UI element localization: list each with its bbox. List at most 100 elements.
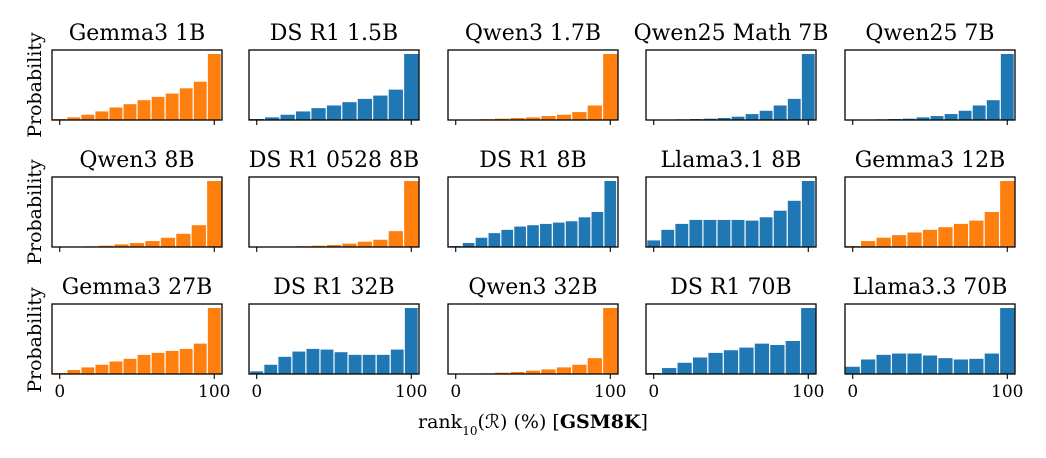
bar: [151, 352, 165, 374]
panel-6: Qwen3 8B: [51, 148, 223, 252]
bar: [207, 54, 221, 120]
bar: [944, 114, 958, 120]
bar: [661, 229, 675, 247]
bar: [587, 358, 602, 374]
bar: [785, 341, 800, 374]
bar: [938, 358, 953, 374]
bar: [145, 241, 160, 247]
bar: [565, 221, 578, 247]
panel-11: Gemma3 27B 0 100: [51, 275, 230, 402]
bar: [95, 364, 109, 374]
panel-9: Llama3.1 8B: [645, 148, 817, 252]
panel-1: Gemma3 1B: [51, 21, 223, 125]
axes-frame: [447, 49, 619, 121]
bar: [527, 225, 539, 247]
panel-title: DS R1 1.5B: [270, 21, 398, 46]
bar: [675, 223, 689, 247]
bar: [207, 308, 221, 374]
bar: [81, 114, 95, 120]
bar: [953, 223, 969, 247]
bar: [320, 349, 334, 374]
panel-5: Qwen25 7B: [844, 21, 1016, 125]
axes-frame: [844, 49, 1016, 121]
x-tick-label: 100: [792, 382, 824, 402]
bar: [759, 217, 773, 247]
bar: [207, 181, 222, 247]
bar: [953, 359, 969, 374]
bar: [662, 368, 677, 374]
panel-12: DS R1 32B 0 100: [248, 275, 427, 402]
bar: [137, 100, 151, 120]
bar: [969, 358, 984, 374]
bar: [67, 370, 81, 374]
panel-title: Qwen3 1.7B: [465, 21, 601, 46]
axes-frame: [645, 176, 817, 248]
bar: [773, 105, 787, 120]
bar: [703, 118, 717, 120]
bar: [404, 54, 419, 120]
bar: [1000, 181, 1015, 247]
panel-title: DS R1 70B: [670, 275, 791, 300]
bar: [357, 241, 373, 247]
ylabel-row-1: Probability: [24, 32, 46, 138]
bar: [902, 118, 916, 120]
bar: [958, 110, 972, 120]
bar: [311, 245, 326, 247]
bar: [604, 181, 617, 247]
bar: [972, 105, 986, 120]
ylabel-row-2: Probability: [24, 159, 46, 265]
bar: [731, 219, 745, 247]
bar: [191, 225, 206, 247]
bar: [739, 347, 754, 374]
bar: [717, 118, 731, 120]
bar: [876, 354, 891, 374]
bar: [745, 220, 759, 247]
panel-title: Qwen3 32B: [468, 275, 597, 300]
x-axis-label-subscript: 10: [462, 424, 477, 438]
bar: [773, 210, 787, 247]
bar: [603, 308, 618, 374]
axes-frame: [248, 176, 420, 248]
x-tick-label: 0: [847, 382, 858, 402]
bar: [801, 181, 815, 247]
bar: [348, 354, 362, 374]
bar: [922, 355, 938, 374]
bar: [494, 372, 510, 374]
bar: [494, 118, 510, 120]
panel-2: DS R1 1.5B: [248, 21, 420, 125]
bar: [845, 366, 860, 374]
bar: [723, 350, 739, 374]
bar: [362, 354, 376, 374]
axes-frame: [51, 303, 223, 375]
bar: [787, 200, 801, 247]
bar: [708, 352, 723, 374]
bar: [388, 231, 403, 247]
x-axis-label-prefix: rank: [418, 411, 463, 433]
axes-frame: [248, 303, 420, 375]
bar: [731, 116, 745, 120]
x-tick-label: 0: [648, 382, 659, 402]
bar: [326, 105, 342, 120]
bar: [587, 105, 602, 120]
bar: [250, 371, 264, 374]
bar: [556, 367, 572, 374]
bar: [801, 308, 816, 374]
panel-title: Gemma3 12B: [855, 148, 1006, 173]
bar: [525, 117, 541, 120]
bar: [376, 354, 390, 374]
bar: [475, 237, 488, 247]
panels-grid: Gemma3 1B DS R1 1.5B Qwen3 1.7B Qwen25 Math…: [51, 21, 1023, 402]
bar: [404, 308, 418, 374]
bar: [1000, 308, 1015, 374]
panel-14: DS R1 70B 0 100: [645, 275, 824, 402]
bar: [916, 117, 930, 120]
panel-3: Qwen3 1.7B: [447, 21, 619, 125]
bar: [540, 223, 552, 247]
axes-frame: [51, 176, 223, 248]
bar: [984, 353, 999, 374]
bar: [462, 243, 475, 247]
axes-frame: [447, 303, 619, 375]
bar: [67, 117, 81, 120]
panel-title: Gemma3 1B: [69, 21, 206, 46]
